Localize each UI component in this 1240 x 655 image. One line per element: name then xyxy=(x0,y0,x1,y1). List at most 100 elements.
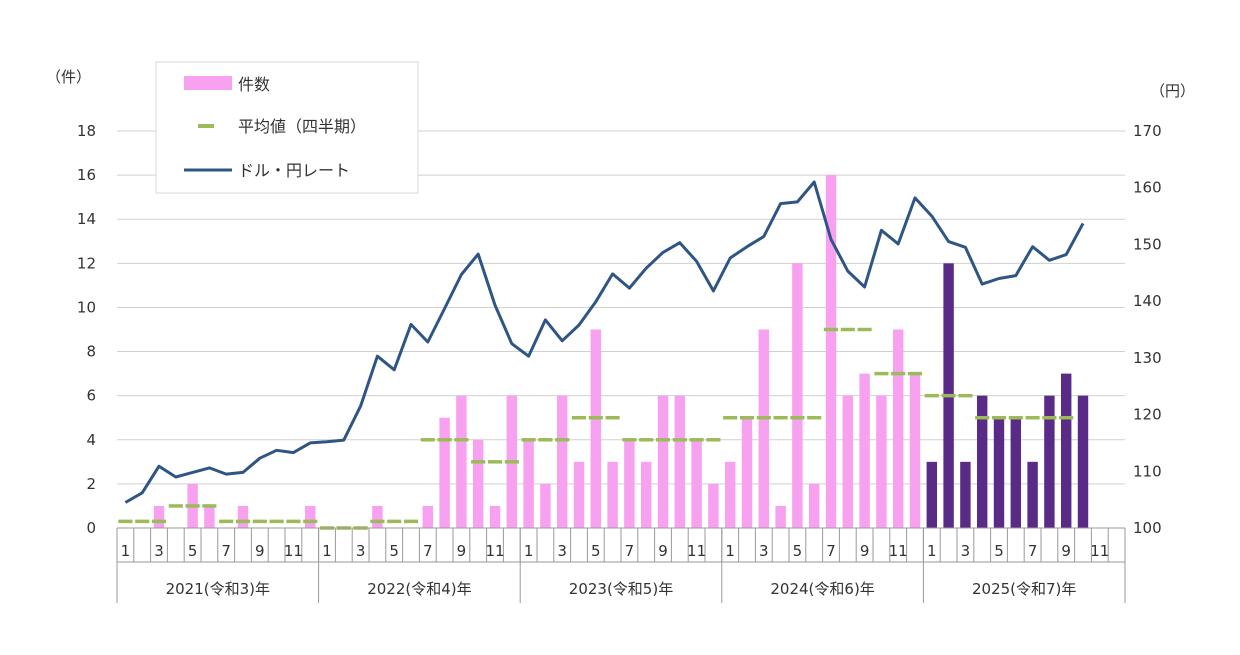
bar xyxy=(1060,373,1072,528)
x-month-label: 7 xyxy=(826,542,836,560)
x-month-label: 7 xyxy=(221,542,231,560)
x-month-label: 5 xyxy=(994,542,1004,560)
x-year-label: 2025(令和7)年 xyxy=(972,580,1076,598)
x-month-label: 9 xyxy=(658,542,668,560)
x-year-label: 2022(令和4)年 xyxy=(367,580,471,598)
axes: 0 2 4 6 8 10 12 14 16 18 100 110 120 130 140 150 160 170 1… xyxy=(77,122,1162,603)
y-left-tick-label: 10 xyxy=(77,298,96,316)
bar xyxy=(204,505,215,528)
bar xyxy=(842,395,854,528)
rate-series xyxy=(124,180,1085,504)
y-right-tick-label: 160 xyxy=(1133,179,1162,197)
bar xyxy=(624,439,635,528)
x-month-label: 5 xyxy=(591,542,601,560)
bar xyxy=(993,417,1005,528)
bar xyxy=(489,505,501,528)
bar xyxy=(1027,461,1038,528)
bar xyxy=(573,461,585,528)
legend-avg-label: 平均値（四半期） xyxy=(238,117,366,136)
y-left-tick-label: 4 xyxy=(86,431,96,449)
x-month-label: 9 xyxy=(457,542,467,560)
y-left-tick-label: 16 xyxy=(77,166,96,184)
bar xyxy=(825,175,837,528)
x-month-label: 1 xyxy=(725,542,735,560)
bar xyxy=(691,439,702,528)
x-month-label: 11 xyxy=(284,542,303,560)
gridlines xyxy=(117,130,1125,485)
bar xyxy=(926,461,938,528)
x-month-label: 7 xyxy=(1028,542,1038,560)
x-month-label: 5 xyxy=(188,542,198,560)
bar xyxy=(976,395,988,528)
x-month-label: 9 xyxy=(860,542,870,560)
y-left-tick-label: 2 xyxy=(86,475,96,493)
y-right-tick-label: 120 xyxy=(1133,406,1162,424)
y-left-tick-label: 0 xyxy=(86,519,96,537)
x-month-label: 3 xyxy=(557,542,567,560)
legend-bar-swatch xyxy=(184,76,232,90)
bar xyxy=(1077,395,1089,528)
x-month-label: 11 xyxy=(1090,542,1109,560)
y-right-unit: （円） xyxy=(1150,82,1195,100)
x-month-label: 5 xyxy=(793,542,803,560)
bar xyxy=(724,461,736,528)
bar xyxy=(456,395,467,528)
x-month-label: 3 xyxy=(759,542,769,560)
bar xyxy=(590,329,602,528)
bar xyxy=(472,439,484,528)
bar xyxy=(556,395,568,528)
x-month-label: 11 xyxy=(485,542,504,560)
x-month-label: 7 xyxy=(423,542,433,560)
bar xyxy=(1044,395,1055,528)
x-month-label: 9 xyxy=(1061,542,1071,560)
bar xyxy=(640,461,652,528)
x-year-label: 2023(令和5)年 xyxy=(569,580,673,598)
bar xyxy=(792,263,803,528)
x-month-label: 1 xyxy=(121,542,131,560)
x-month-label: 1 xyxy=(927,542,937,560)
bar xyxy=(775,505,786,528)
bar xyxy=(237,505,249,528)
bar xyxy=(304,505,316,528)
bar xyxy=(540,483,551,528)
x-year-label: 2024(令和6)年 xyxy=(770,580,874,598)
y-right-tick-label: 150 xyxy=(1133,235,1162,253)
y-left-unit: （件） xyxy=(46,68,91,86)
bar xyxy=(422,505,434,528)
y-left-tick-label: 18 xyxy=(77,122,96,140)
bar xyxy=(439,417,450,528)
y-left-tick-label: 8 xyxy=(86,343,96,361)
legend-rate-label: ドル・円レート xyxy=(238,161,350,180)
bar xyxy=(607,461,618,528)
bar xyxy=(859,373,870,528)
bar xyxy=(657,395,669,528)
y-right-tick-label: 130 xyxy=(1133,349,1162,367)
y-right-tick-label: 170 xyxy=(1133,122,1162,140)
x-month-label: 1 xyxy=(322,542,332,560)
legend: 件数 平均値（四半期） ドル・円レート xyxy=(155,61,419,194)
x-month-label: 3 xyxy=(154,542,164,560)
bar xyxy=(1010,417,1022,528)
bar xyxy=(909,373,921,528)
x-month-label: 7 xyxy=(625,542,635,560)
y-right-tick-label: 100 xyxy=(1133,519,1162,537)
bar xyxy=(153,505,165,528)
legend-bar-label: 件数 xyxy=(238,75,270,94)
x-month-label: 3 xyxy=(961,542,971,560)
rate-line xyxy=(124,180,1085,504)
bar xyxy=(708,483,719,528)
x-month-label: 3 xyxy=(356,542,366,560)
y-right-tick-label: 140 xyxy=(1133,292,1162,310)
y-left-tick-label: 14 xyxy=(77,210,96,228)
bar xyxy=(741,417,753,528)
x-year-label: 2021(令和3)年 xyxy=(166,580,270,598)
bar xyxy=(758,329,770,528)
y-left-tick-label: 12 xyxy=(77,254,96,272)
bar xyxy=(892,329,904,528)
y-right-tick-label: 110 xyxy=(1133,462,1162,480)
bar xyxy=(808,483,820,528)
bar xyxy=(960,461,971,528)
x-month-label: 1 xyxy=(524,542,534,560)
x-month-label: 5 xyxy=(389,542,399,560)
